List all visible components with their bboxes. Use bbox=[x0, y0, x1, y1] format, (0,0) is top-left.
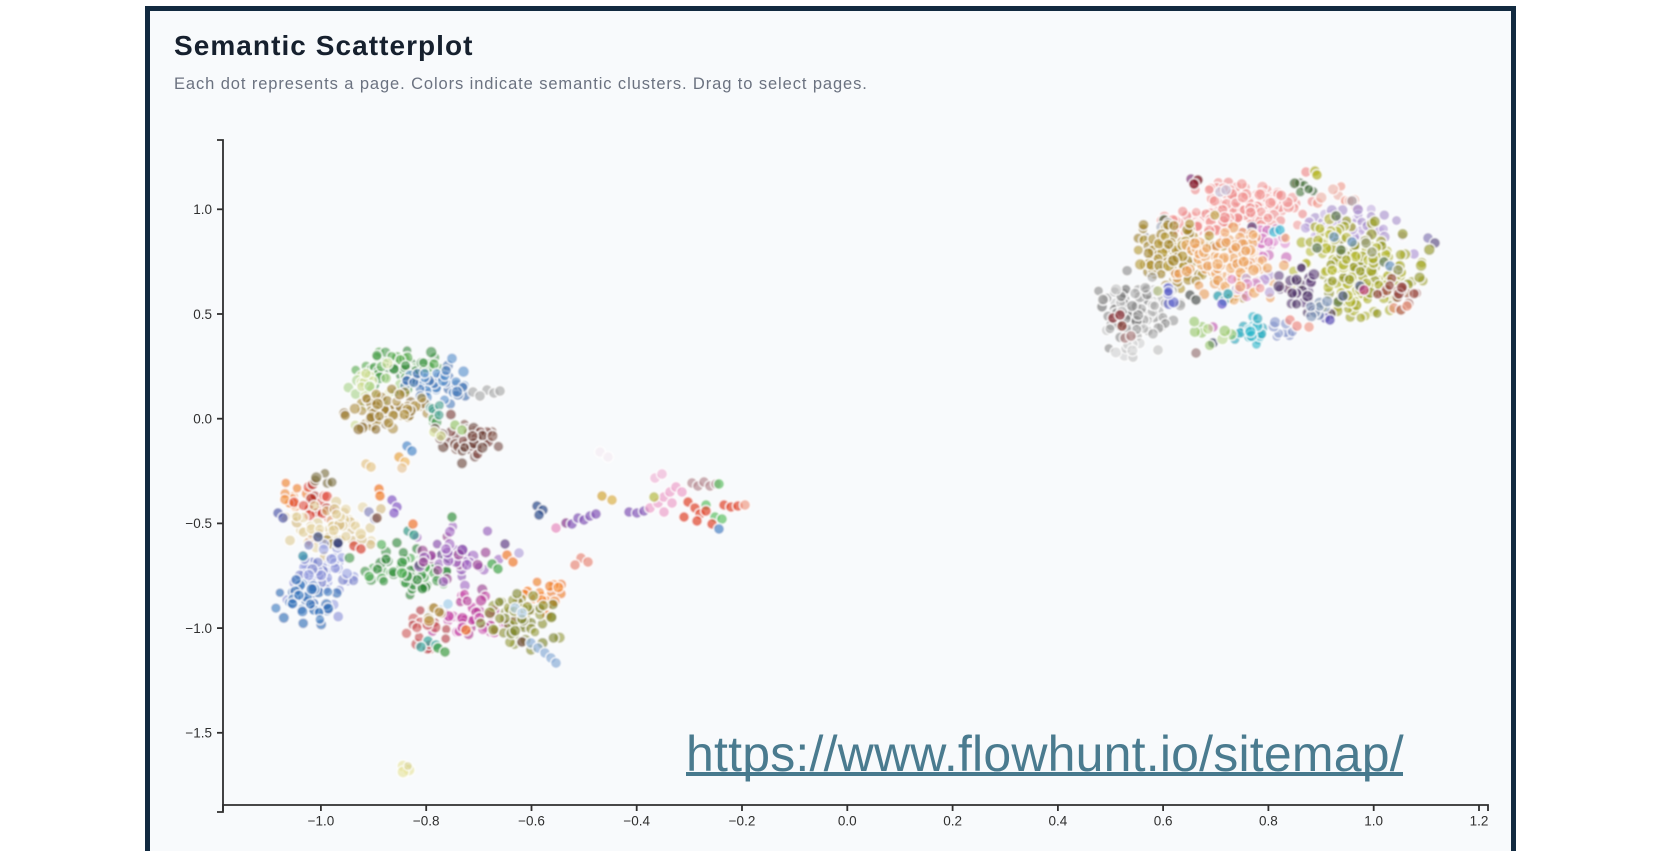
svg-text:0.8: 0.8 bbox=[1259, 814, 1278, 829]
svg-text:−0.6: −0.6 bbox=[518, 814, 545, 829]
svg-text:0.0: 0.0 bbox=[838, 814, 857, 829]
svg-text:1.0: 1.0 bbox=[193, 202, 212, 217]
svg-text:1.2: 1.2 bbox=[1470, 814, 1489, 829]
svg-text:0.6: 0.6 bbox=[1154, 814, 1173, 829]
svg-text:−0.2: −0.2 bbox=[729, 814, 756, 829]
svg-text:−0.4: −0.4 bbox=[623, 814, 650, 829]
svg-text:−1.5: −1.5 bbox=[185, 726, 212, 741]
svg-text:0.4: 0.4 bbox=[1049, 814, 1068, 829]
svg-text:−0.5: −0.5 bbox=[185, 516, 212, 531]
svg-text:−1.0: −1.0 bbox=[308, 814, 335, 829]
svg-text:−0.8: −0.8 bbox=[413, 814, 440, 829]
svg-text:0.5: 0.5 bbox=[193, 307, 212, 322]
svg-text:−1.0: −1.0 bbox=[185, 621, 212, 636]
svg-text:0.2: 0.2 bbox=[943, 814, 962, 829]
svg-text:0.0: 0.0 bbox=[193, 412, 212, 427]
svg-text:1.0: 1.0 bbox=[1364, 814, 1383, 829]
